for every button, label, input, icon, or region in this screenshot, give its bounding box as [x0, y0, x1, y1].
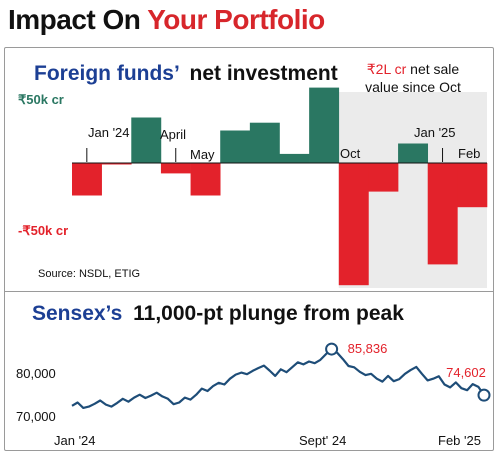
bar-feb-24 — [101, 163, 132, 165]
headline-part-1: Impact On — [8, 4, 141, 35]
bar-jun-24 — [220, 130, 251, 163]
fii-bar-chart: Foreign funds’ net investment ₹2L cr net… — [18, 61, 488, 288]
bar-mar-24 — [131, 117, 162, 163]
page-headline: Impact On Your Portfolio — [8, 4, 325, 36]
bar-may-24 — [190, 163, 221, 196]
month-tick-marks — [86, 148, 444, 162]
bar-jan-25 — [427, 163, 458, 265]
bar-annotation-line-1: ₹2L cr net sale — [367, 61, 460, 77]
bar-sep-24 — [309, 87, 340, 163]
bar-x-label: Oct — [340, 146, 361, 161]
bar-title-part-2: net investment — [190, 62, 338, 85]
bar-aug-24 — [279, 153, 310, 163]
fii-bars — [72, 87, 488, 286]
bar-x-label: May — [190, 147, 215, 162]
source-note: Source: NSDL, ETIG — [38, 268, 140, 280]
annotation-amount: ₹2L cr — [367, 61, 407, 77]
bar-jan-24 — [72, 163, 102, 196]
chart-frame — [4, 47, 494, 451]
chart-divider — [4, 291, 494, 292]
bar-nov-24 — [368, 163, 399, 192]
bar-annotation-line-2: value since Oct — [365, 79, 461, 95]
bar-x-label: Feb — [458, 146, 480, 161]
bar-dec-24 — [398, 143, 429, 163]
bar-x-label: Jan '24 — [88, 125, 130, 140]
headline-part-2: Your Portfolio — [147, 4, 325, 35]
bar-x-label: April — [160, 127, 186, 142]
y-tick-label-negative: -₹50k cr — [18, 223, 68, 238]
bar-feb-25 — [457, 163, 488, 208]
bar-x-label: Jan '25 — [414, 125, 456, 140]
bar-oct-24 — [338, 163, 369, 286]
bar-apr-24 — [160, 163, 191, 174]
y-tick-label-positive: ₹50k cr — [18, 92, 64, 107]
bar-chart-title: Foreign funds’ net investment — [34, 62, 338, 85]
bar-title-part-1: Foreign funds’ — [34, 62, 179, 85]
bar-jul-24 — [249, 122, 280, 163]
